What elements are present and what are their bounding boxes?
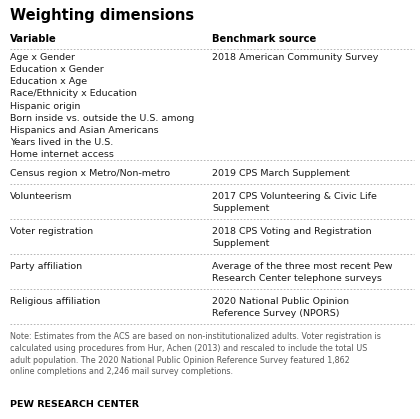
Text: Census region x Metro/Non-metro: Census region x Metro/Non-metro bbox=[10, 168, 170, 178]
Text: 2017 CPS Volunteering & Civic Life
Supplement: 2017 CPS Volunteering & Civic Life Suppl… bbox=[212, 192, 377, 213]
Text: Average of the three most recent Pew
Research Center telephone surveys: Average of the three most recent Pew Res… bbox=[212, 262, 393, 283]
Text: Age x Gender
Education x Gender
Education x Age
Race/Ethnicity x Education
Hispa: Age x Gender Education x Gender Educatio… bbox=[10, 53, 194, 159]
Text: 2020 National Public Opinion
Reference Survey (NPORS): 2020 National Public Opinion Reference S… bbox=[212, 297, 349, 318]
Text: 2018 American Community Survey: 2018 American Community Survey bbox=[212, 53, 378, 62]
Text: Religious affiliation: Religious affiliation bbox=[10, 297, 100, 306]
Text: Variable: Variable bbox=[10, 34, 57, 44]
Text: Voter registration: Voter registration bbox=[10, 227, 93, 236]
Text: 2018 CPS Voting and Registration
Supplement: 2018 CPS Voting and Registration Supplem… bbox=[212, 227, 372, 248]
Text: Volunteerism: Volunteerism bbox=[10, 192, 73, 201]
Text: Weighting dimensions: Weighting dimensions bbox=[10, 8, 194, 23]
Text: Party affiliation: Party affiliation bbox=[10, 262, 82, 271]
Text: 2019 CPS March Supplement: 2019 CPS March Supplement bbox=[212, 168, 350, 178]
Text: Benchmark source: Benchmark source bbox=[212, 34, 316, 44]
Text: PEW RESEARCH CENTER: PEW RESEARCH CENTER bbox=[10, 400, 139, 409]
Text: Note: Estimates from the ACS are based on non-institutionalized adults. Voter re: Note: Estimates from the ACS are based o… bbox=[10, 332, 381, 376]
